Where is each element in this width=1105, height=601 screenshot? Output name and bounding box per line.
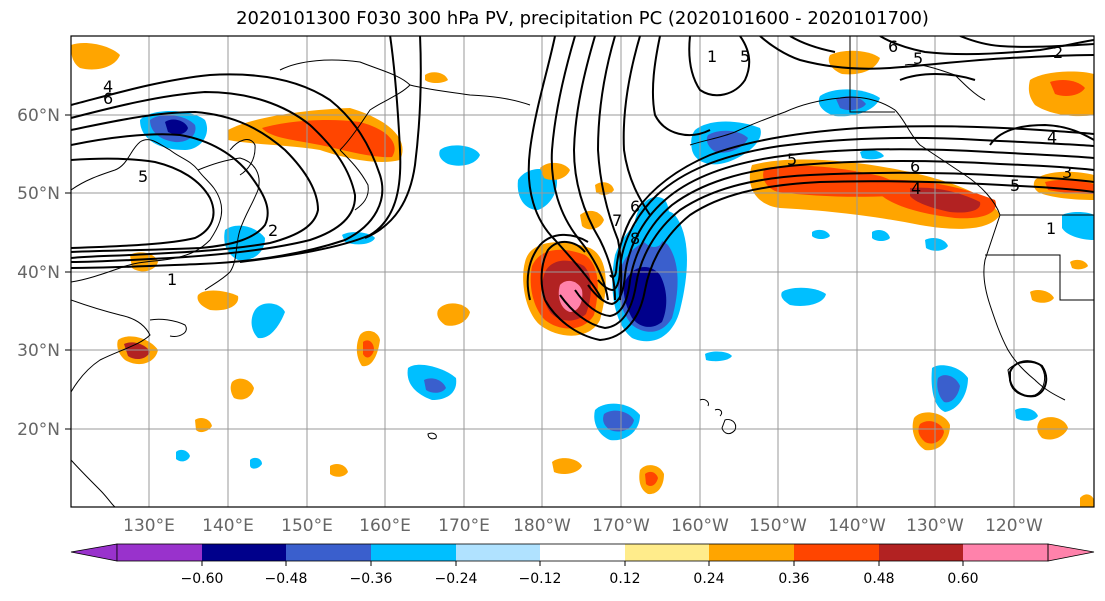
colorbar-tick-label: −0.36	[350, 571, 393, 587]
colorbar-tick-label: −0.12	[519, 571, 562, 587]
svg-text:5: 5	[1010, 176, 1020, 195]
lon-label-170w: 170°W	[592, 516, 650, 536]
lon-label-140w: 140°W	[828, 516, 886, 536]
svg-text:6: 6	[910, 157, 920, 176]
svg-text:5: 5	[138, 167, 148, 186]
map-title: 2020101300 F030 300 hPa PV, precipitatio…	[236, 8, 929, 29]
colorbar-segment	[456, 544, 540, 561]
lat-label-50: 50°N	[17, 184, 60, 204]
svg-text:6: 6	[630, 197, 640, 216]
lon-label-130w: 130°W	[906, 516, 964, 536]
svg-text:5: 5	[787, 150, 797, 169]
svg-text:2: 2	[1053, 43, 1063, 62]
colorbar-segment	[202, 544, 286, 561]
pv-contour-labels: 4 6 5 1 2 1 5 6 7 6 5 2 4 3 5 1 6 4 5 8	[103, 37, 1072, 289]
svg-text:2: 2	[268, 221, 278, 240]
colorbar-tick-label: 0.36	[778, 571, 809, 587]
colorbar-segment	[625, 544, 709, 561]
colorbar-segment	[371, 544, 456, 561]
svg-text:1: 1	[167, 270, 177, 289]
lat-label-30: 30°N	[17, 341, 60, 361]
colorbar-segment	[963, 544, 1048, 561]
colorbar: −0.60 −0.48 −0.36 −0.24 −0.12 0.12 0.24 …	[70, 543, 1095, 587]
colorbar-tick-label: −0.60	[181, 571, 224, 587]
svg-text:7: 7	[612, 211, 622, 230]
lon-label-160w: 160°W	[671, 516, 729, 536]
pv-contours	[71, 36, 1094, 398]
precip-shading	[71, 43, 1094, 507]
colorbar-tick-label: −0.24	[435, 571, 478, 587]
colorbar-tick-label: 0.24	[693, 571, 724, 587]
longitude-axis: 130°E 140°E 150°E 160°E 170°E 180°W 170°…	[123, 516, 1043, 536]
colorbar-segment	[794, 544, 879, 561]
latitude-axis: 60°N 50°N 40°N 30°N 20°N	[17, 106, 71, 440]
lon-label-180w: 180°W	[513, 516, 571, 536]
colorbar-segment	[117, 544, 202, 561]
svg-text:1: 1	[1046, 219, 1056, 238]
lon-label-150e: 150°E	[281, 516, 333, 536]
colorbar-tick-label: 0.60	[947, 571, 978, 587]
lon-label-170e: 170°E	[438, 516, 490, 536]
colorbar-segment	[709, 544, 794, 561]
svg-text:1: 1	[707, 47, 717, 66]
colorbar-extend-low	[70, 543, 118, 562]
lon-label-140e: 140°E	[202, 516, 254, 536]
svg-text:5: 5	[740, 47, 750, 66]
negative-anomaly-blob	[612, 196, 687, 342]
colorbar-segment	[286, 544, 371, 561]
lon-label-130e: 130°E	[123, 516, 175, 536]
colorbar-segment	[540, 544, 625, 561]
colorbar-segment	[879, 544, 963, 561]
svg-text:4: 4	[103, 77, 113, 96]
svg-text:3: 3	[1062, 163, 1072, 182]
lon-label-150w: 150°W	[749, 516, 807, 536]
colorbar-extend-high	[1047, 543, 1095, 562]
svg-text:4: 4	[911, 179, 921, 198]
svg-text:6: 6	[103, 89, 113, 108]
positive-anomaly-blob	[523, 242, 606, 336]
svg-text:4: 4	[1047, 128, 1057, 147]
svg-text:8: 8	[630, 229, 640, 248]
lon-label-160e: 160°E	[359, 516, 411, 536]
colorbar-tick-label: 0.48	[863, 571, 894, 587]
colorbar-tick-label: 0.12	[609, 571, 640, 587]
lon-label-120w: 120°W	[985, 516, 1043, 536]
lat-label-20: 20°N	[17, 420, 60, 440]
colorbar-tick-label: −0.48	[265, 571, 308, 587]
svg-text:6: 6	[888, 37, 898, 56]
lat-label-60: 60°N	[17, 106, 60, 126]
svg-text:5: 5	[913, 49, 923, 68]
lat-label-40: 40°N	[17, 263, 60, 283]
